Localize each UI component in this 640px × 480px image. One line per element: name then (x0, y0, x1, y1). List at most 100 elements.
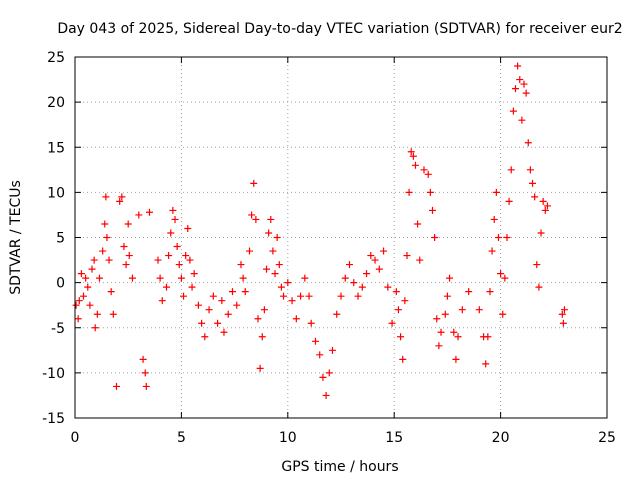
data-point (186, 256, 194, 264)
data-point (128, 274, 136, 282)
data-point (414, 220, 422, 228)
data-point (88, 265, 96, 273)
data-point (486, 288, 494, 296)
data-point (537, 229, 545, 237)
data-point (267, 215, 275, 223)
data-point (205, 306, 213, 314)
ticks: 0 5 10 15 20 25 25 20 15 10 5 0 -5 -10 -15 (42, 50, 616, 446)
y-axis-title: SDTVAR / TECUs (8, 180, 24, 295)
data-point (533, 261, 541, 269)
data-point (209, 292, 217, 300)
y-tick-label: 15 (47, 140, 65, 156)
data-point (139, 355, 147, 363)
data-point (122, 261, 130, 269)
data-point (201, 333, 209, 341)
data-point (292, 315, 300, 323)
data-point (77, 270, 85, 278)
data-point (325, 369, 333, 377)
data-point (529, 179, 537, 187)
data-point (250, 179, 258, 187)
data-point (252, 215, 260, 223)
data-point (394, 306, 402, 314)
y-tick-label: -10 (42, 366, 65, 382)
data-point (163, 283, 171, 291)
data-point (420, 166, 428, 174)
data-point (401, 297, 409, 305)
data-point (482, 360, 490, 368)
data-point (341, 274, 349, 282)
data-point (531, 193, 539, 201)
data-point (280, 292, 288, 300)
data-point (435, 342, 443, 350)
data-points (72, 62, 568, 399)
data-point (452, 355, 460, 363)
data-point (559, 319, 567, 327)
data-point (269, 247, 277, 255)
data-point (75, 297, 83, 305)
data-point (518, 116, 526, 124)
data-point (416, 256, 424, 264)
data-point (177, 274, 185, 282)
data-point (120, 243, 128, 251)
data-point (80, 292, 88, 300)
data-point (337, 292, 345, 300)
data-point (169, 206, 177, 214)
data-point (297, 292, 305, 300)
data-point (190, 270, 198, 278)
data-point (403, 252, 411, 260)
data-point (424, 170, 432, 178)
data-point (105, 256, 113, 264)
data-point (237, 261, 245, 269)
data-point (346, 261, 354, 269)
data-point (214, 319, 222, 327)
data-point (74, 315, 82, 323)
data-point (350, 279, 358, 287)
data-point (198, 319, 206, 327)
data-point (409, 152, 417, 160)
data-point (284, 279, 292, 287)
data-point (275, 261, 283, 269)
data-point (91, 324, 99, 332)
data-point (446, 274, 454, 282)
data-point (392, 288, 400, 296)
data-point (399, 355, 407, 363)
data-point (277, 283, 285, 291)
data-point (145, 208, 153, 216)
data-point (194, 301, 202, 309)
data-point (112, 382, 120, 390)
data-point (233, 301, 241, 309)
data-point (535, 283, 543, 291)
data-point (188, 283, 196, 291)
data-point (260, 306, 268, 314)
data-point (263, 265, 271, 273)
data-point (407, 148, 415, 156)
data-point (95, 274, 103, 282)
data-point (102, 193, 110, 201)
data-point (82, 274, 90, 282)
data-point (558, 310, 566, 318)
data-point (560, 306, 568, 314)
data-point (116, 197, 124, 205)
data-point (497, 270, 505, 278)
data-point (273, 234, 281, 241)
data-point (241, 288, 249, 296)
x-tick-label: 10 (279, 430, 297, 446)
data-point (450, 328, 458, 336)
data-point (501, 274, 509, 282)
data-point (101, 220, 109, 228)
data-point (158, 297, 166, 305)
data-point (514, 62, 522, 70)
data-point (520, 80, 528, 88)
y-tick-label: 25 (47, 50, 65, 66)
data-point (239, 274, 247, 282)
grid (75, 57, 607, 418)
data-point (271, 270, 279, 278)
data-point (539, 197, 547, 205)
data-point (426, 188, 434, 196)
data-point (433, 315, 441, 323)
data-point (488, 247, 496, 255)
data-point (363, 270, 371, 278)
data-point (516, 76, 524, 84)
data-point (475, 306, 483, 314)
